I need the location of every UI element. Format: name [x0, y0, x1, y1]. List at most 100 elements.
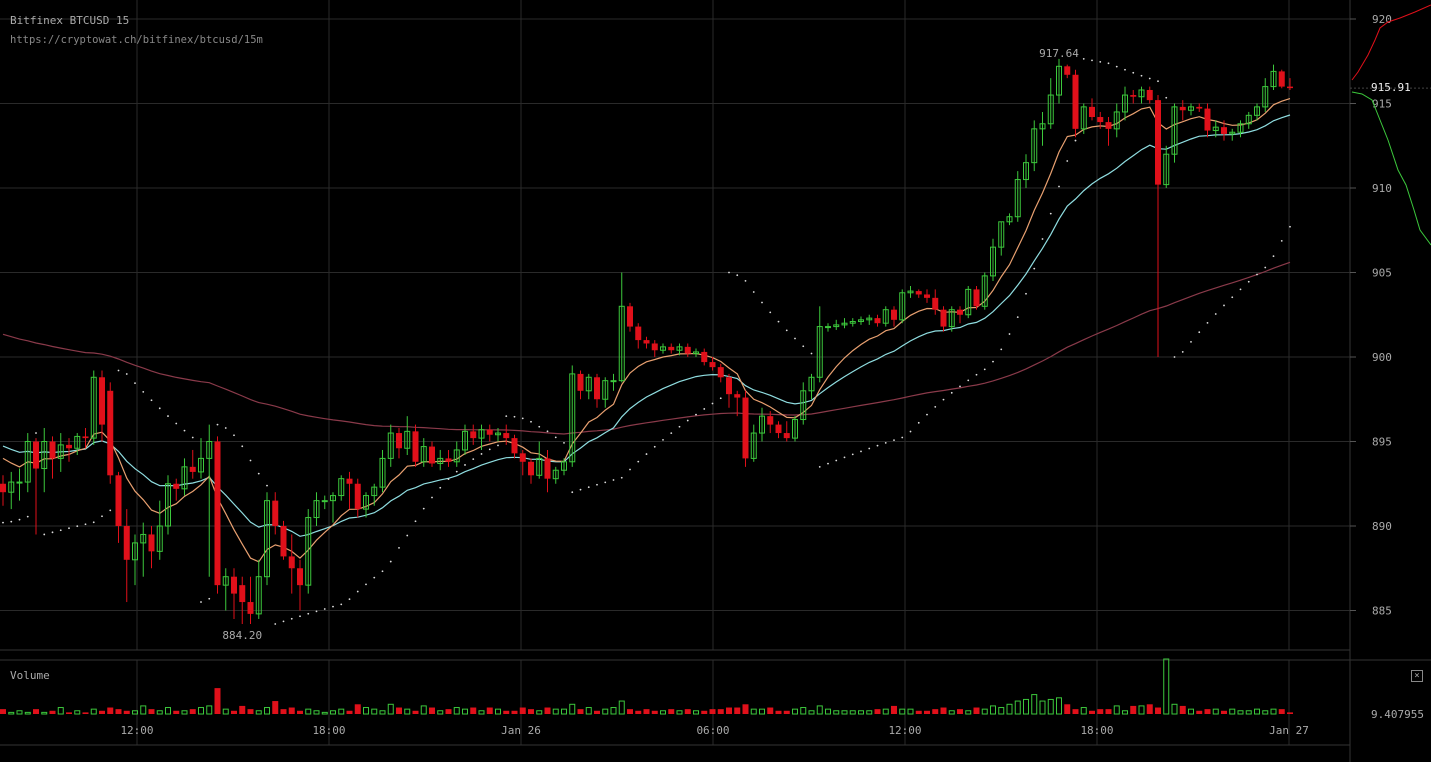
sar-dot	[802, 345, 805, 348]
sar-dot	[439, 486, 442, 489]
volume-bar	[544, 707, 551, 714]
volume-bar	[379, 710, 386, 715]
sar-dot	[794, 337, 796, 340]
close-volume-panel-icon[interactable]: ×	[1411, 670, 1423, 682]
candle-body	[165, 483, 171, 527]
volume-bar	[206, 705, 213, 715]
volume-bar	[330, 710, 336, 715]
volume-bar	[371, 708, 378, 715]
volume-bar	[965, 710, 972, 715]
candle-body	[297, 568, 303, 586]
volume-bar	[1130, 705, 1137, 714]
candle-body	[198, 457, 204, 473]
volume-bar	[165, 707, 171, 715]
sar-dot	[950, 391, 953, 394]
sar-dot	[332, 605, 334, 608]
session-high-label: 917.64	[1039, 47, 1079, 60]
candle-body	[387, 432, 394, 459]
candle-body	[709, 362, 716, 368]
sar-dot	[835, 459, 838, 462]
sar-dot	[191, 436, 194, 439]
sar-dot	[752, 291, 755, 293]
sar-dot	[373, 576, 376, 579]
candle-body	[577, 373, 584, 391]
sar-dot	[1140, 74, 1143, 77]
candle-body	[420, 446, 427, 463]
volume-bar	[808, 710, 815, 715]
sar-dot	[761, 301, 763, 304]
volume-bar	[635, 710, 642, 714]
candle-body	[585, 376, 592, 392]
sar-dot	[695, 413, 697, 416]
price-tick-label: 910	[1372, 182, 1392, 195]
sar-dot	[1115, 65, 1118, 68]
sar-dot	[909, 430, 912, 433]
sar-dot	[414, 520, 417, 523]
volume-bar	[445, 709, 452, 714]
candle-body	[891, 309, 897, 320]
sar-dot	[59, 529, 62, 532]
time-tick-label: 18:00	[312, 724, 345, 737]
volume-bar	[858, 710, 864, 715]
sar-dot	[876, 444, 879, 447]
candle-body	[602, 380, 609, 400]
sar-dot	[381, 570, 384, 573]
candle-body	[49, 441, 56, 459]
sar-dot	[579, 488, 582, 491]
sar-dot	[431, 496, 433, 499]
candle-body	[849, 321, 856, 324]
volume-bar	[1138, 705, 1145, 715]
volume-bar	[1080, 707, 1087, 715]
candle-body	[1221, 127, 1227, 134]
sar-dot	[125, 373, 128, 375]
volume-bar	[239, 705, 246, 714]
candle-body	[338, 478, 345, 497]
sar-dot	[109, 509, 112, 512]
sar-dot	[1190, 340, 1192, 343]
volume-bar	[1212, 708, 1219, 715]
volume-bar	[511, 710, 518, 714]
chart-url[interactable]: https://cryptowat.ch/bitfinex/btcusd/15m	[10, 34, 263, 46]
volume-bar	[1262, 710, 1269, 715]
candle-body	[767, 416, 774, 425]
sar-dot	[257, 472, 260, 475]
sar-dot	[868, 447, 871, 450]
candle-body	[610, 380, 617, 383]
candle-body	[247, 602, 254, 614]
volume-bar	[561, 708, 567, 715]
volume-bar	[536, 710, 543, 715]
candle-body	[148, 534, 155, 552]
candle-body	[693, 351, 699, 355]
last-price-label: 915.91	[1371, 81, 1411, 94]
candle-body	[759, 415, 765, 434]
volume-bar	[156, 710, 163, 715]
sar-dot	[860, 450, 862, 453]
volume-bar	[82, 712, 89, 714]
volume-bar	[214, 688, 221, 714]
candle-body	[429, 446, 435, 464]
sar-dot	[340, 603, 343, 606]
candle-body	[594, 377, 600, 400]
candle-body	[264, 500, 270, 578]
volume-bar	[495, 708, 501, 715]
sar-dot	[843, 456, 846, 459]
sar-dot	[563, 441, 565, 444]
candle-body	[181, 466, 188, 490]
volume-bar	[1023, 698, 1029, 715]
candle-body	[379, 457, 386, 488]
volume-bar	[1270, 708, 1277, 715]
candle-body	[676, 346, 683, 351]
sar-dot	[68, 527, 70, 530]
volume-bar	[1122, 710, 1128, 715]
sar-dot	[942, 398, 945, 401]
candle-body	[1245, 114, 1252, 125]
volume-bar	[272, 701, 279, 714]
sar-dot	[365, 583, 367, 586]
sar-dot	[447, 478, 450, 481]
sar-dot	[777, 320, 780, 323]
volume-bar	[907, 708, 914, 715]
sar-dot	[1025, 292, 1027, 295]
candle-body	[651, 343, 658, 351]
sar-dot	[893, 439, 895, 442]
